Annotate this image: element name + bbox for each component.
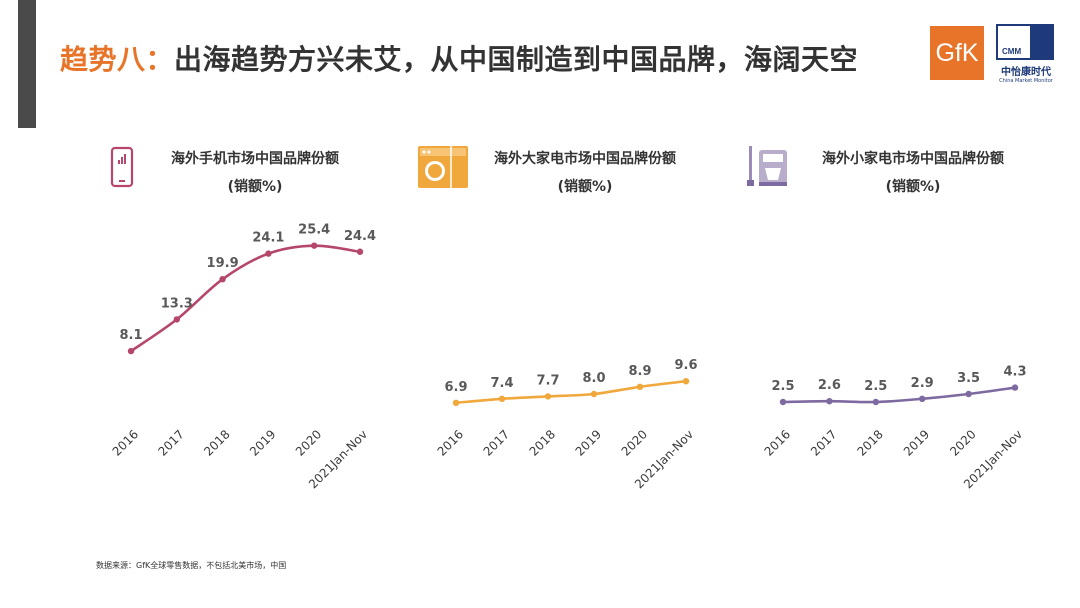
source-note: 数据来源：GfK全球零售数据，不包括北美市场，中国 [96, 561, 287, 570]
x-tick-label-large-appliance: 2019 [573, 427, 604, 458]
data-label-small-appliance: 4.3 [1003, 365, 1026, 380]
data-label-phone: 25.4 [298, 223, 330, 238]
data-label-large-appliance: 8.9 [628, 364, 651, 379]
data-point-phone [219, 275, 226, 283]
data-point-small-appliance [826, 398, 833, 405]
x-tick-label-small-appliance: 2018 [854, 427, 885, 458]
data-point-large-appliance [452, 399, 460, 406]
panel-title-small-appliance: 海外小家电市场中国品牌份额 (销额%) [798, 145, 1028, 201]
data-label-small-appliance: 2.9 [911, 376, 934, 391]
data-label-small-appliance: 2.6 [818, 378, 841, 393]
series-line-small-appliance [781, 386, 1017, 404]
data-label-large-appliance: 9.6 [674, 358, 697, 373]
left-accent-bar [18, 0, 36, 128]
x-tick-label-small-appliance: 2020 [947, 427, 978, 458]
washing-machine-icon [418, 146, 468, 192]
cmm-logo-stripe [1030, 26, 1052, 58]
panel-title-phone: 海外手机市场中国品牌份额 (销额%) [140, 145, 370, 201]
data-label-phone: 13.3 [161, 296, 193, 311]
data-point-large-appliance [682, 378, 690, 385]
data-label-small-appliance: 3.5 [957, 371, 980, 386]
data-label-large-appliance: 6.9 [444, 380, 467, 395]
panel-title-phone-line1: 海外手机市场中国品牌份额 [171, 151, 339, 167]
panel-title-small-appliance-line2: (销额%) [885, 179, 941, 195]
gfk-logo: GfK [930, 26, 984, 80]
x-tick-label-small-appliance: 2016 [762, 427, 793, 458]
x-tick-label-phone: 2020 [293, 427, 324, 458]
x-tick-label-large-appliance: 2018 [527, 427, 558, 458]
series-line-phone [129, 244, 362, 353]
data-label-phone: 19.9 [207, 256, 239, 271]
x-tick-label-large-appliance: 2016 [435, 427, 466, 458]
data-point-large-appliance [498, 395, 506, 402]
data-point-small-appliance [919, 395, 926, 402]
series-line-large-appliance [454, 379, 688, 405]
data-point-large-appliance [544, 393, 552, 400]
title-prefix: 趋势八： [60, 43, 175, 76]
data-point-small-appliance [965, 390, 972, 398]
x-tick-label-phone: 2017 [155, 427, 186, 458]
data-point-phone [265, 250, 272, 257]
page-title: 趋势八：出海趋势方兴未艾，从中国制造到中国品牌，海阔天空 [60, 38, 858, 78]
data-point-phone [127, 347, 135, 355]
data-label-small-appliance: 2.5 [864, 379, 887, 394]
x-tick-label-small-appliance: 2017 [808, 427, 839, 458]
data-label-phone: 8.1 [119, 328, 142, 343]
data-point-phone [173, 316, 180, 323]
x-tick-label-large-appliance: 2017 [481, 427, 512, 458]
panel-title-large-appliance-line2: (销额%) [557, 179, 613, 195]
data-point-small-appliance [779, 398, 787, 406]
panel-title-phone-line2: (销额%) [227, 179, 283, 195]
mixer-icon [745, 146, 787, 192]
data-label-phone: 24.1 [252, 231, 284, 246]
data-point-phone [311, 242, 318, 249]
x-tick-label-phone: 2019 [247, 427, 278, 458]
x-tick-label-phone: 2016 [110, 427, 141, 458]
data-label-large-appliance: 7.7 [536, 373, 559, 388]
cmm-logo-abbr: CMM [1002, 47, 1022, 56]
data-point-phone [356, 248, 364, 255]
x-tick-label-phone: 2018 [201, 427, 232, 458]
x-tick-label-small-appliance: 2019 [901, 427, 932, 458]
cmm-logo-name-en: China Market Monitor [999, 78, 1053, 84]
data-point-large-appliance [636, 383, 644, 390]
panel-title-large-appliance: 海外大家电市场中国品牌份额 (销额%) [470, 145, 700, 201]
data-point-small-appliance [872, 398, 879, 406]
data-point-large-appliance [590, 390, 598, 398]
panel-title-small-appliance-line1: 海外小家电市场中国品牌份额 [822, 151, 1004, 167]
cmm-logo-name: 中怡康时代 [1001, 67, 1051, 78]
data-point-small-appliance [1011, 384, 1019, 391]
data-label-large-appliance: 8.0 [582, 371, 605, 386]
data-label-phone: 24.4 [344, 229, 376, 244]
data-label-large-appliance: 7.4 [490, 376, 513, 391]
data-label-small-appliance: 2.5 [771, 379, 794, 394]
x-tick-label-large-appliance: 2020 [619, 427, 650, 458]
cmm-logo-mark: CMM [996, 24, 1054, 60]
phone-icon [110, 146, 134, 192]
title-text: 出海趋势方兴未艾，从中国制造到中国品牌，海阔天空 [174, 43, 859, 76]
cmm-logo: CMM 中怡康时代 China Market Monitor [996, 24, 1056, 84]
panel-title-large-appliance-line1: 海外大家电市场中国品牌份额 [494, 151, 676, 167]
